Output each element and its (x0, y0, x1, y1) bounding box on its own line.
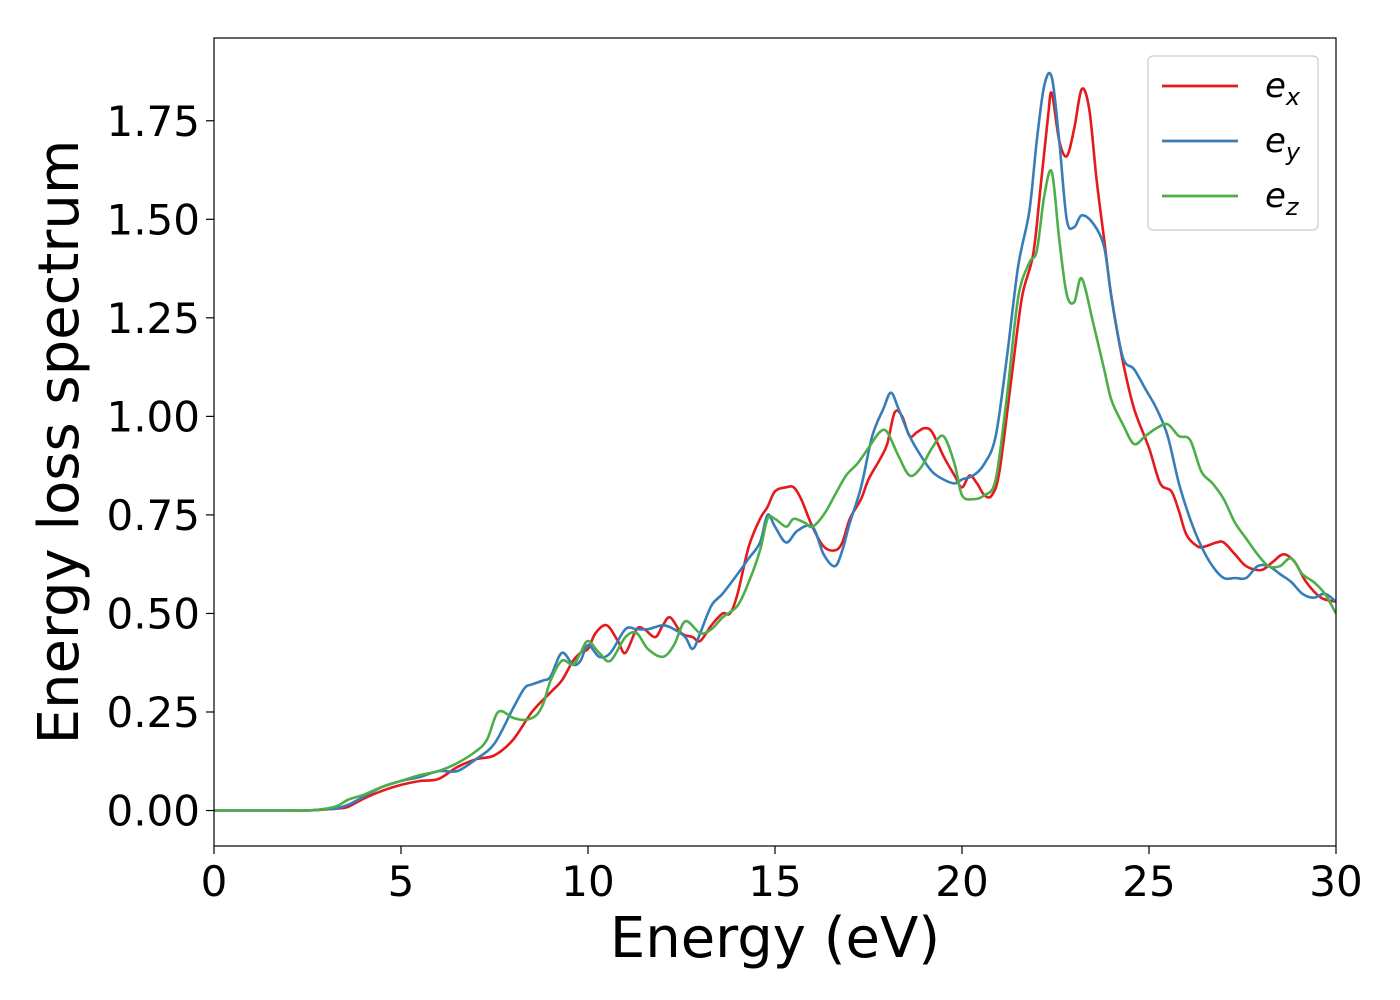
x-tick-label: 15 (748, 857, 801, 906)
x-tick-label: 25 (1122, 857, 1175, 906)
x-tick-label: 5 (388, 857, 415, 906)
legend-label-e-x: ex (1265, 66, 1301, 111)
y-tick-label: 1.75 (106, 97, 200, 146)
y-tick-label: 0.25 (106, 688, 200, 737)
series-line-e-x (214, 87, 1336, 812)
series-line-e-y (214, 71, 1336, 812)
y-tick-label: 1.25 (106, 294, 200, 343)
legend-label-e-z: ez (1265, 176, 1300, 221)
x-tick-label: 20 (935, 857, 988, 906)
y-tick-label: 1.50 (106, 195, 200, 244)
legend-box (1147, 55, 1319, 231)
x-tick-label: 0 (201, 857, 228, 906)
x-tick-label: 30 (1309, 857, 1362, 906)
series-layer (214, 71, 1336, 812)
y-tick-label: 0.75 (106, 491, 200, 540)
legend-label-e-y: ey (1265, 121, 1301, 166)
y-axis-label: Energy loss spectrum (27, 140, 92, 745)
series-line-e-z (214, 169, 1336, 812)
x-axis-ticks: 0 5 10 15 20 25 30 (201, 846, 1363, 906)
y-tick-label: 0.50 (106, 589, 200, 638)
x-axis-label: Energy (eV) (610, 906, 940, 971)
y-tick-label: 1.00 (106, 392, 200, 441)
legend: ex ey ez (1147, 55, 1319, 231)
y-axis-ticks: 0.00 0.25 0.50 0.75 1.00 1.25 1.50 1.75 (106, 97, 214, 836)
y-tick-label: 0.00 (106, 787, 200, 836)
x-tick-label: 10 (561, 857, 614, 906)
